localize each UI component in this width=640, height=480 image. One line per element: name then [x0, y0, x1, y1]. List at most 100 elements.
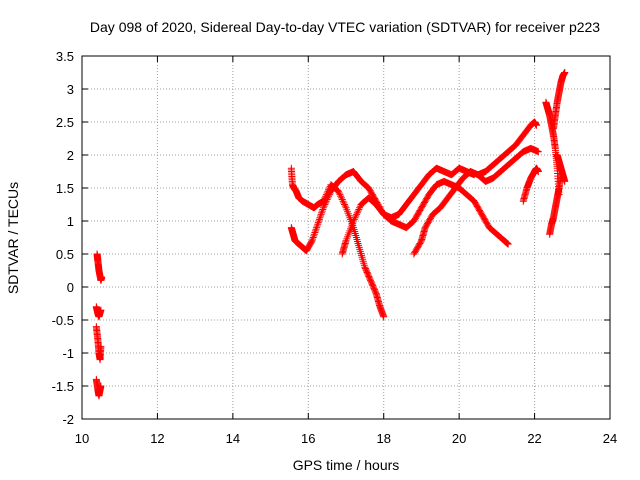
data-point: [354, 207, 362, 215]
data-point: [534, 148, 542, 156]
data-point: [340, 199, 348, 207]
data-point: [321, 201, 329, 208]
data-point: [323, 196, 331, 204]
data-point: [318, 207, 326, 215]
y-tick-label: 2.5: [56, 115, 74, 130]
data-point: [315, 215, 323, 223]
data-point: [312, 225, 320, 233]
data-point: [324, 194, 332, 202]
data-point: [97, 342, 105, 350]
data-point: [350, 217, 358, 225]
series-arc-h: [410, 144, 542, 258]
data-point: [325, 191, 333, 199]
series-arc-c: [92, 323, 105, 364]
data-point: [340, 201, 348, 208]
series-arc-e: [287, 164, 388, 321]
x-tick-label: 14: [226, 431, 240, 446]
data-point: [341, 202, 349, 210]
data-point: [353, 210, 361, 218]
series-arc-m: [549, 69, 569, 133]
data-point: [504, 240, 512, 248]
chart-title: Day 098 of 2020, Sidereal Day-to-day VTE…: [90, 19, 600, 35]
x-axis-label: GPS time / hours: [293, 457, 400, 473]
data-point: [98, 273, 106, 281]
data-point: [561, 69, 569, 76]
data-point: [322, 197, 330, 205]
y-tick-label: -0.5: [52, 313, 74, 328]
data-point: [380, 313, 388, 321]
x-tick-label: 24: [603, 431, 617, 446]
data-point: [337, 192, 345, 200]
data-point: [309, 235, 317, 243]
data-point: [534, 168, 542, 175]
x-tick-label: 20: [452, 431, 466, 446]
x-tick-label: 10: [75, 431, 89, 446]
x-tick-labels: 10 12 14 16 18 20 22 24: [75, 431, 617, 446]
data-point: [316, 214, 324, 222]
data-point: [309, 234, 317, 241]
data-point: [314, 220, 322, 228]
series-arc-d: [92, 375, 105, 400]
x-tick-label: 16: [301, 431, 315, 446]
data-point: [353, 209, 361, 217]
grid-lines: [82, 56, 610, 419]
y-tick-label: -1: [62, 346, 74, 361]
data-point: [532, 121, 540, 129]
y-tick-label: 2: [67, 148, 74, 163]
data-point: [338, 196, 346, 204]
data-point: [561, 177, 569, 185]
data-point: [319, 204, 327, 212]
x-tick-label: 12: [150, 431, 164, 446]
data-point: [97, 382, 105, 390]
series-arc-n: [553, 151, 569, 185]
data-point: [351, 214, 359, 222]
data-point: [334, 187, 342, 195]
data-point: [335, 189, 343, 197]
data-point: [313, 222, 321, 230]
series-arc-i: [474, 118, 540, 179]
series-arc-f: [287, 168, 512, 255]
y-tick-label: -2: [62, 412, 74, 427]
series-arc-a: [93, 250, 106, 284]
y-tick-labels: -2 -1.5 -1 -0.5 0 0.5 1 1.5 2 2.5 3 3.5: [52, 49, 74, 427]
data-point: [317, 210, 325, 218]
y-tick-label: 3.5: [56, 49, 74, 64]
y-tick-label: 1: [67, 214, 74, 229]
y-tick-label: -1.5: [52, 379, 74, 394]
series-arc-b: [92, 303, 105, 321]
data-point: [317, 212, 325, 220]
x-tick-label: 18: [376, 431, 390, 446]
data-point: [336, 191, 344, 199]
axis-ticks: [81, 55, 611, 420]
y-tick-label: 3: [67, 82, 74, 97]
data-point: [356, 204, 364, 212]
data-point: [314, 219, 322, 227]
data-point: [320, 202, 328, 210]
y-axis-label: SDTVAR / TECUs: [5, 182, 21, 294]
y-tick-label: 0: [67, 280, 74, 295]
data-point: [308, 237, 316, 245]
data-point: [311, 229, 319, 237]
data-point: [311, 227, 319, 235]
data-point: [310, 230, 318, 238]
x-tick-label: 22: [527, 431, 541, 446]
data-point: [352, 212, 360, 220]
data-point: [319, 205, 327, 213]
data-point: [339, 197, 347, 205]
y-tick-label: 1.5: [56, 181, 74, 196]
data-point: [97, 306, 105, 314]
data-point: [350, 215, 358, 223]
data-point: [310, 232, 318, 240]
series-arc-j: [519, 164, 542, 205]
y-tick-label: 0.5: [56, 247, 74, 262]
plot-frame: [81, 55, 611, 420]
data-point: [355, 205, 363, 213]
series-arc-g: [338, 164, 478, 258]
data-point: [315, 217, 323, 225]
data-point: [313, 224, 321, 232]
data-point: [322, 199, 330, 207]
data-markers: [92, 69, 569, 400]
data-point: [325, 192, 333, 200]
data-point: [318, 209, 326, 217]
